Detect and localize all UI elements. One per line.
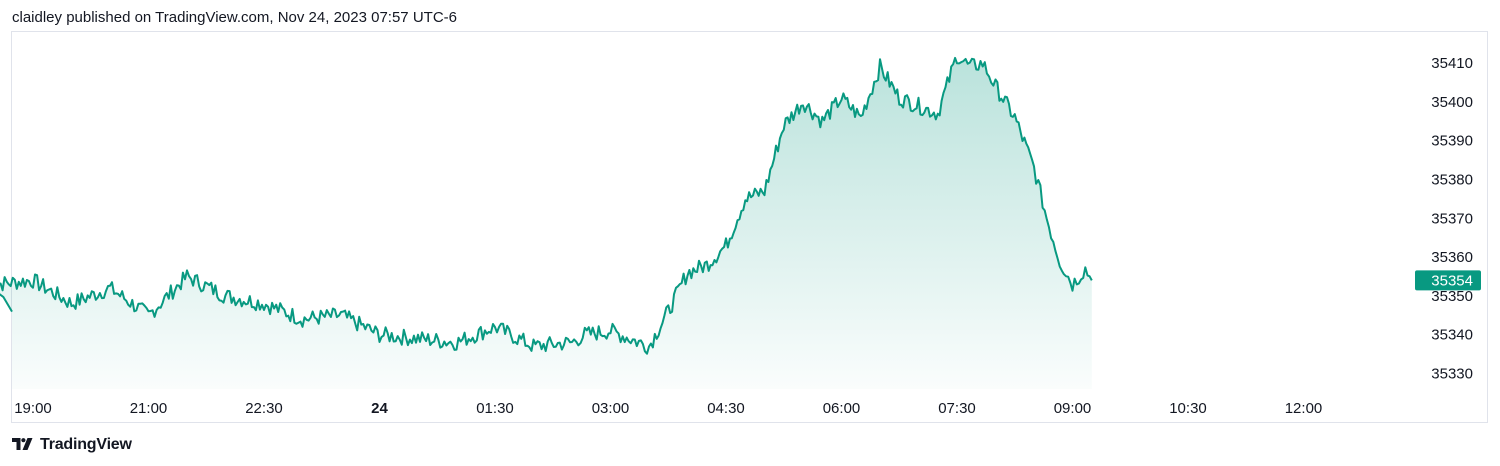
publish-caption: claidley published on TradingView.com, N…: [12, 9, 457, 26]
chart-frame[interactable]: [11, 31, 1488, 423]
price-series-line[interactable]: [0, 56, 1093, 355]
x-axis-tick-label: 12:00: [1285, 400, 1323, 417]
y-axis-tick-label: 35350: [1431, 288, 1473, 305]
x-axis-tick-label: 01:30: [476, 400, 514, 417]
x-axis-tick-label: 03:00: [592, 400, 630, 417]
last-price-label: 35354: [1415, 270, 1481, 291]
x-axis-tick-label: 06:00: [823, 400, 861, 417]
x-axis-tick-label: 24: [371, 400, 388, 417]
tradingview-logo-icon: [12, 438, 33, 450]
x-axis-tick-label: 04:30: [707, 400, 745, 417]
y-axis-tick-label: 35380: [1431, 172, 1473, 189]
x-axis-tick-label: 07:30: [938, 400, 976, 417]
last-price-value: 35354: [1431, 272, 1473, 289]
x-axis-tick-label: 22:30: [245, 400, 283, 417]
y-axis-tick-label: 35370: [1431, 210, 1473, 227]
y-axis-tick-label: 35410: [1431, 55, 1473, 72]
footer-brand: TradingView: [12, 436, 132, 454]
x-axis-tick-label: 21:00: [130, 400, 168, 417]
y-axis-tick-label: 35400: [1431, 94, 1473, 111]
brand-name: TradingView: [40, 436, 132, 453]
x-axis-tick-label: 10:30: [1169, 400, 1207, 417]
y-axis-tick-label: 35390: [1431, 133, 1473, 150]
y-axis-tick-label: 35340: [1431, 327, 1473, 344]
last-price-badge: [1415, 270, 1481, 291]
y-axis-tick-label: 35330: [1431, 366, 1473, 383]
x-axis-tick-label: 09:00: [1054, 400, 1092, 417]
x-axis-tick-label: 19:00: [14, 400, 52, 417]
y-axis-tick-label: 35360: [1431, 249, 1473, 266]
